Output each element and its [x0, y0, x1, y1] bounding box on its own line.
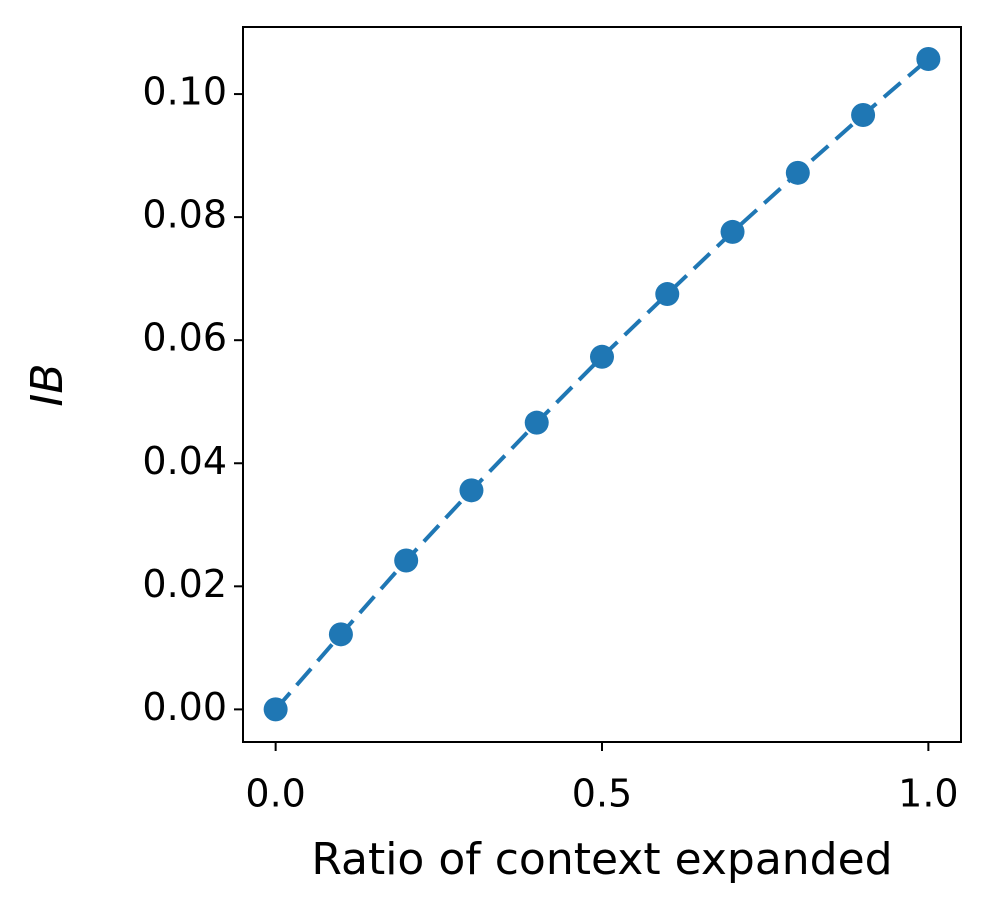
plot-frame [242, 26, 962, 743]
x-axis-label: Ratio of context expanded [311, 834, 892, 885]
data-point [655, 282, 680, 307]
data-point [590, 344, 614, 369]
data-point [785, 160, 810, 185]
y-tick-label: 0.10 [142, 70, 227, 114]
y-tick-label: 0.08 [142, 193, 227, 237]
data-point [720, 219, 745, 244]
x-tick-label: 0.0 [245, 772, 305, 816]
data-point [394, 548, 419, 573]
data-point [524, 410, 549, 435]
y-tick-label: 0.06 [142, 316, 227, 360]
x-tick-label: 0.5 [572, 772, 632, 816]
data-point [263, 697, 288, 722]
y-tick-label: 0.04 [142, 439, 227, 483]
data-point [916, 46, 941, 71]
data-point [459, 478, 484, 503]
data-point [851, 102, 876, 127]
series-line [274, 57, 930, 711]
data-point [328, 622, 353, 647]
y-tick-label: 0.02 [142, 562, 227, 606]
y-axis-label: IB [22, 363, 73, 406]
y-tick-label: 0.00 [142, 685, 227, 729]
x-tick-label: 1.0 [898, 772, 958, 816]
